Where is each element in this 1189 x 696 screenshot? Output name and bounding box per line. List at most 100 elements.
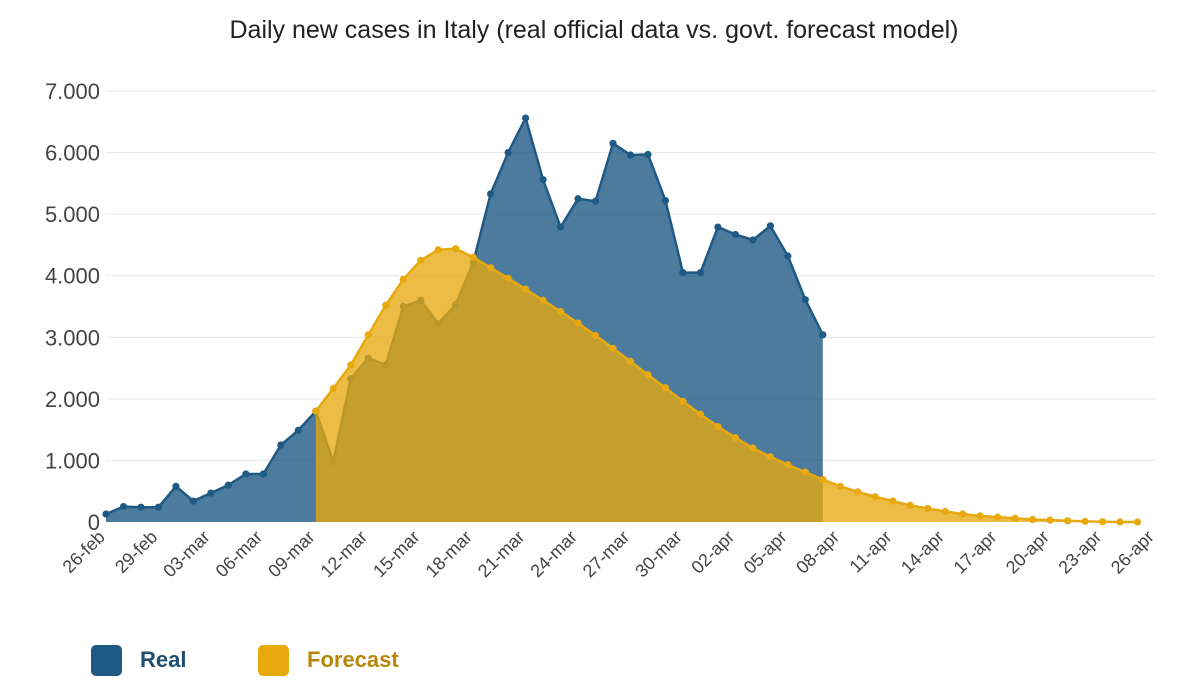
- forecast-point: [976, 512, 984, 520]
- real-point: [189, 497, 198, 505]
- real-point: [626, 151, 635, 159]
- y-tick-label: 4.000: [45, 264, 100, 289]
- forecast-point: [1133, 518, 1142, 526]
- forecast-point: [871, 493, 879, 501]
- real-point: [172, 482, 180, 490]
- forecast-point: [434, 246, 442, 254]
- x-tick-label: 20-apr: [1002, 527, 1053, 578]
- y-tick-label: 0: [88, 510, 100, 535]
- forecast-point: [364, 331, 372, 339]
- x-tick-label: 29-feb: [111, 527, 161, 577]
- x-tick-label: 24-mar: [526, 527, 580, 581]
- forecast-point: [1063, 517, 1072, 525]
- x-tick-label: 03-mar: [159, 527, 213, 581]
- x-tick-label: 26-apr: [1107, 527, 1158, 578]
- forecast-point: [696, 410, 705, 418]
- forecast-point: [556, 307, 565, 316]
- forecast-point: [784, 461, 792, 469]
- real-point: [522, 114, 530, 122]
- real-point: [487, 190, 495, 198]
- forecast-point: [854, 488, 862, 496]
- real-point: [294, 426, 302, 434]
- real-point: [504, 148, 512, 157]
- forecast-point: [749, 444, 757, 452]
- forecast-point: [731, 434, 740, 442]
- legend: Real Forecast: [91, 645, 399, 676]
- forecast-point: [819, 475, 827, 484]
- real-point: [784, 252, 792, 260]
- legend-label: Real: [140, 647, 186, 672]
- real-point: [539, 176, 547, 184]
- y-tick-label: 6.000: [45, 141, 100, 166]
- x-tick-label: 06-mar: [212, 527, 266, 581]
- forecast-point: [347, 361, 355, 369]
- real-point: [574, 195, 582, 203]
- forecast-point: [679, 397, 687, 405]
- real-point: [137, 503, 145, 511]
- forecast-point: [889, 497, 897, 505]
- forecast-point: [1081, 517, 1089, 525]
- real-point: [801, 296, 809, 304]
- forecast-point: [329, 384, 337, 392]
- x-tick-label: 08-apr: [792, 527, 843, 578]
- x-axis: 26-feb 29-feb03-mar06-mar09-mar12-mar15-m…: [59, 527, 1158, 581]
- y-tick-label: 3.000: [45, 325, 100, 350]
- real-point: [609, 139, 617, 147]
- x-tick-label: 21-mar: [474, 527, 528, 581]
- real-point: [556, 223, 565, 231]
- forecast-point: [399, 275, 407, 284]
- real-point: [749, 236, 757, 244]
- forecast-point: [487, 264, 495, 272]
- real-point: [731, 230, 740, 239]
- forecast-point: [504, 274, 512, 282]
- series-forecast: [312, 245, 1142, 526]
- forecast-point: [626, 357, 635, 365]
- real-point: [154, 503, 163, 511]
- x-tick-label: 23-apr: [1054, 527, 1105, 578]
- forecast-point: [644, 371, 652, 379]
- x-tick-label: 17-apr: [950, 527, 1001, 578]
- real-point: [224, 481, 232, 489]
- x-tick-label: 26-feb: [59, 527, 109, 577]
- x-tick-label: 11-apr: [846, 527, 896, 577]
- real-point: [696, 269, 705, 277]
- legend-swatch: [91, 645, 122, 676]
- chart-title: Daily new cases in Italy (real official …: [229, 16, 958, 44]
- forecast-point: [994, 513, 1002, 521]
- real-point: [766, 222, 774, 230]
- forecast-point: [959, 510, 967, 518]
- forecast-point: [1029, 515, 1037, 524]
- y-tick-label: 1.000: [45, 448, 100, 473]
- forecast-point: [609, 344, 617, 352]
- y-tick-label: 2.000: [45, 387, 100, 412]
- forecast-point: [1098, 518, 1107, 526]
- forecast-point: [574, 319, 582, 327]
- real-point: [661, 196, 670, 205]
- legend-item-forecast: Forecast: [258, 645, 399, 676]
- forecast-point: [924, 504, 932, 513]
- forecast-point: [382, 301, 390, 309]
- forecast-point: [1046, 516, 1054, 524]
- x-tick-label: 15-mar: [369, 527, 423, 581]
- y-axis: 0 1.000 2.000 3.000 4.000 5.000 6.000 7.000: [45, 79, 100, 535]
- x-tick-label: 27-mar: [579, 527, 633, 581]
- forecast-area: [315, 248, 1138, 522]
- real-point: [819, 331, 827, 339]
- real-point: [242, 470, 250, 478]
- y-tick-label: 7.000: [45, 79, 100, 104]
- forecast-point: [941, 507, 949, 516]
- x-tick-label: 14-apr: [897, 527, 948, 578]
- legend-swatch: [258, 645, 289, 676]
- legend-label: Forecast: [307, 647, 399, 672]
- real-point: [591, 197, 600, 205]
- real-point: [119, 503, 128, 511]
- real-point: [644, 150, 652, 159]
- real-point: [714, 223, 722, 231]
- forecast-point: [906, 501, 914, 509]
- legend-item-real: Real: [91, 645, 186, 676]
- real-point: [102, 510, 110, 518]
- forecast-point: [1116, 518, 1124, 526]
- real-point: [679, 269, 687, 277]
- x-tick-label: 02-apr: [687, 527, 738, 578]
